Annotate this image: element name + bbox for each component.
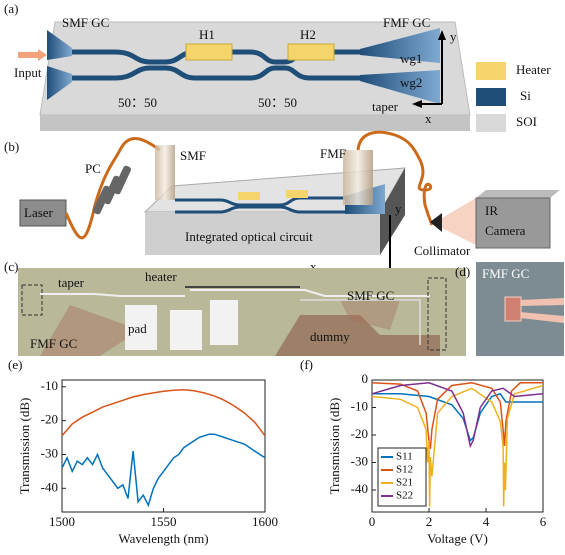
label: pad	[128, 321, 147, 336]
x-tick-label: 1550	[151, 514, 177, 529]
label: y	[395, 201, 402, 216]
pad	[210, 300, 238, 345]
label: x	[425, 111, 432, 126]
label: Input	[14, 65, 42, 80]
legend-swatch	[476, 88, 506, 106]
label: taper	[58, 275, 85, 290]
panel-c: (c) taper heater SMF GC pad dummy FMF GC	[4, 259, 466, 356]
label: SMF GC	[347, 288, 394, 303]
panel-label: (c)	[4, 259, 18, 274]
y-tick-label: 0	[362, 371, 369, 386]
y-tick-label: -10	[41, 378, 58, 393]
heater	[186, 44, 232, 60]
label: Collimator	[414, 243, 471, 258]
smf-holder	[155, 145, 175, 200]
y-axis-label: Transmission (dB)	[327, 398, 342, 495]
legend-label: Heater	[516, 62, 551, 77]
label: FMF	[320, 146, 346, 161]
arrow-head	[38, 49, 47, 61]
y-axis-label: Transmission (dB)	[17, 398, 32, 495]
heater	[288, 44, 334, 60]
legend-label: S11	[396, 451, 413, 463]
camera-top	[476, 190, 560, 198]
legend-label: SOI	[516, 114, 537, 129]
collimator	[430, 213, 442, 232]
y-tick-label: -20	[351, 426, 368, 441]
label: Laser	[24, 205, 54, 220]
label: FMF GC	[482, 266, 529, 281]
label: H1	[199, 27, 215, 42]
label: 50：50	[118, 95, 157, 110]
panel-a: (a) SMF GC H1 H2 FMF GC Input wg1 wg2 y …	[4, 1, 551, 132]
label: 50：50	[258, 95, 297, 110]
y-tick-label: -30	[351, 453, 368, 468]
label: Camera	[485, 223, 526, 238]
beam	[442, 198, 476, 245]
label: Integrated optical circuit	[185, 229, 313, 244]
x-tick-label: 2	[426, 514, 433, 529]
slab-side	[40, 115, 470, 131]
label: FMF GC	[30, 336, 77, 351]
panel-b: (b) PC SMF FMF Laser Integrated optical …	[4, 132, 560, 274]
pad	[170, 310, 202, 350]
panel-label: (e)	[8, 357, 22, 372]
soi-slab	[40, 22, 470, 115]
legend-swatch	[476, 114, 506, 132]
figure: (a) SMF GC H1 H2 FMF GC Input wg1 wg2 y …	[0, 0, 565, 555]
x-tick-label: 4	[483, 514, 490, 529]
panel-label: (b)	[4, 139, 19, 154]
y-tick-label: -40	[41, 479, 58, 494]
label: IR	[485, 203, 498, 218]
legend-label: S21	[396, 477, 413, 489]
legend-label: S22	[396, 490, 413, 502]
label: SMF	[180, 148, 206, 163]
label: y	[450, 29, 457, 44]
y-tick-label: -20	[41, 412, 58, 427]
y-tick-label: -40	[351, 481, 368, 496]
label: H2	[300, 27, 316, 42]
label: PC	[85, 161, 101, 176]
legend-label: Si	[520, 88, 531, 103]
label: SMF GC	[62, 15, 109, 30]
x-tick-label: 1600	[252, 514, 278, 529]
x-tick-label: 6	[540, 514, 547, 529]
panel-label: (d)	[455, 264, 470, 279]
panel-label: (f)	[300, 357, 313, 372]
heater	[238, 192, 260, 200]
label: wg2	[400, 75, 422, 90]
page: (a) SMF GC H1 H2 FMF GC Input wg1 wg2 y …	[0, 0, 565, 555]
legend-swatch	[476, 62, 506, 80]
series-line	[62, 390, 265, 436]
plot-frame	[62, 380, 265, 512]
y-tick-label: -30	[41, 445, 58, 460]
grating	[505, 297, 521, 321]
label: dummy	[310, 329, 350, 344]
fmf-holder	[343, 150, 373, 205]
legend-label: S12	[396, 464, 413, 476]
y-tick-label: -10	[351, 398, 368, 413]
panel-label: (a)	[4, 1, 18, 16]
x-axis-label: Voltage (V)	[427, 531, 488, 546]
x-tick-label: 1500	[49, 514, 75, 529]
label: taper	[372, 99, 399, 114]
label: wg1	[400, 51, 422, 66]
x-tick-label: 0	[369, 514, 376, 529]
label: FMF GC	[383, 15, 430, 30]
x-axis-label: Wavelength (nm)	[118, 531, 208, 546]
label: heater	[145, 269, 177, 284]
series-line	[62, 434, 265, 505]
heater	[286, 190, 308, 198]
panel-d: (d) FMF GC	[455, 262, 564, 356]
